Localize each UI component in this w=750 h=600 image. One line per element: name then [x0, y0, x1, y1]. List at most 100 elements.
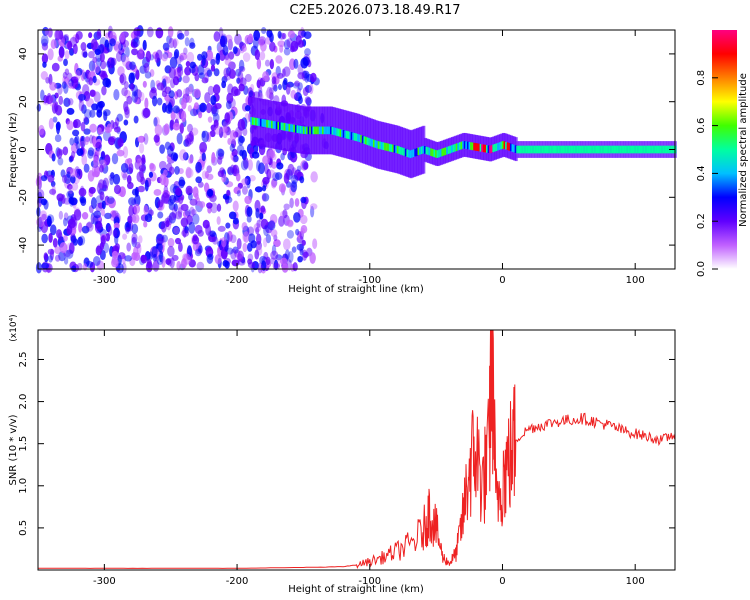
spectrogram-noise-cell — [310, 171, 318, 183]
spectrogram-ridge-core — [616, 145, 620, 154]
spectrogram-noise-cell — [163, 123, 170, 135]
spectrogram-ridge-core — [414, 148, 417, 157]
spectrogram-noise-cell — [151, 95, 158, 107]
spectrogram-noise-cell — [96, 28, 102, 36]
spectrogram-noise-cell — [299, 248, 304, 256]
spectrogram-noise-cell — [189, 108, 198, 117]
spectrogram-noise-cell — [287, 30, 296, 39]
spectrogram-x-tick-label: -200 — [226, 275, 249, 286]
spectrogram-noise-cell — [111, 250, 119, 259]
spectrogram-noise-cell — [61, 174, 67, 184]
spectrogram-noise-cell — [125, 46, 130, 58]
spectrogram-noise-cell — [259, 212, 264, 220]
spectrogram-noise-cell — [217, 225, 226, 232]
spectrogram-ridge-core — [594, 145, 597, 154]
spectrogram-x-tick-label: -300 — [93, 275, 116, 286]
spectrogram-ridge-core — [581, 145, 585, 154]
spectrogram-ridge-core — [446, 146, 449, 155]
spectrogram-noise-cell — [122, 146, 129, 159]
spectrogram-ridge-core — [342, 129, 346, 138]
spectrogram-noise-cell — [178, 242, 183, 253]
spectrogram-noise-cell — [242, 52, 251, 63]
spectrogram-noise-cell — [92, 56, 98, 63]
spectrogram-x-tick-label: 100 — [626, 275, 645, 286]
spectrogram-ridge-core — [264, 119, 268, 128]
spectrogram-noise-cell — [176, 89, 183, 98]
spectrogram-noise-cell — [79, 140, 86, 148]
spectrogram-noise-cell — [244, 105, 251, 112]
spectrogram-noise-cell — [108, 135, 117, 143]
spectrogram-ridge-core — [505, 141, 508, 150]
spectrogram-noise-cell — [83, 116, 89, 123]
spectrogram-noise-cell — [262, 155, 270, 165]
spectrogram-noise-cell — [89, 123, 97, 133]
spectrogram-ridge-core — [658, 145, 661, 154]
spectrogram-noise-cell — [167, 26, 174, 38]
spectrogram-ridge-core — [463, 141, 467, 149]
spectrogram-noise-cell — [127, 215, 133, 224]
spectrogram-noise-cell — [287, 251, 294, 263]
spectrogram-ridge-core — [576, 145, 580, 154]
spectrogram-noise-cell — [246, 215, 252, 223]
spectrogram-noise-cell — [54, 134, 62, 143]
spectrogram-noise-cell — [119, 32, 125, 43]
spectrogram-noise-cell — [124, 255, 133, 262]
spectrogram-noise-cell — [195, 161, 202, 173]
spectrogram-noise-cell — [36, 103, 41, 112]
spectrogram-noise-cell — [290, 40, 299, 52]
spectrogram-noise-cell — [191, 235, 200, 245]
spectrogram-y-ticks: -40 -20 0 20 40 — [18, 48, 675, 253]
spectrogram-noise-cell — [63, 217, 68, 227]
spectrogram-noise-cell — [185, 166, 192, 179]
spectrogram-ridge-core — [619, 145, 623, 154]
spectrogram-noise-cell — [43, 199, 49, 210]
spectrogram-noise-cell — [227, 138, 232, 145]
spectrogram-noise-cell — [257, 262, 263, 274]
spectrogram-ridge-core — [519, 145, 522, 154]
spectrogram-noise-cell — [270, 153, 277, 161]
spectrogram-noise-cell — [198, 245, 203, 254]
spectrogram-noise-cell — [207, 116, 213, 123]
spectrogram-ridge-core — [450, 145, 454, 153]
spectrogram-noise-cell — [235, 173, 241, 182]
spectrogram-noise-cell — [217, 148, 225, 157]
spectrogram-noise-cell — [301, 239, 306, 246]
spectrogram-ridge-core — [517, 145, 521, 154]
spectrogram-noise-cell — [295, 228, 300, 236]
spectrogram-ridge-core — [521, 145, 524, 154]
spectrogram-noise-cell — [161, 90, 168, 98]
spectrogram-noise-cell — [251, 151, 260, 159]
spectrogram-ridge-core — [326, 126, 330, 135]
spectrogram-ridge-core — [269, 120, 272, 129]
spectrogram-noise-cell — [43, 252, 48, 261]
spectrogram-noise-cell — [265, 89, 273, 99]
spectrogram-noise-cell — [248, 89, 254, 98]
spectrogram-ridge-core — [388, 143, 392, 152]
spectrogram-ridge-core — [498, 142, 502, 150]
spectrogram-y-tick-label: -40 — [18, 237, 29, 253]
spectrogram-noise-cell — [70, 235, 77, 244]
spectrogram-noise-cell — [291, 246, 297, 253]
snr-x-label: Height of straight line (km) — [288, 584, 424, 595]
spectrogram-noise-cell — [51, 62, 60, 72]
spectrogram-noise-cell — [81, 104, 87, 114]
spectrogram-noise-cell — [210, 58, 216, 66]
spectrogram-ridge-core — [611, 145, 615, 154]
spectrogram-ridge-core — [559, 145, 562, 154]
spectrogram-noise-cell — [81, 154, 88, 166]
spectrogram-noise-cell — [82, 51, 88, 58]
spectrogram-ridge-core — [608, 145, 612, 154]
spectrogram-noise-cell — [277, 84, 282, 91]
spectrogram-noise-cell — [210, 95, 217, 106]
spectrogram-noise-cell — [167, 257, 173, 267]
spectrogram-ridge-core — [476, 143, 479, 152]
spectrogram-noise-cell — [230, 138, 237, 149]
spectrogram-noise-cell — [62, 146, 69, 156]
spectrogram-noise-cell — [168, 37, 175, 49]
spectrogram-ridge-core — [336, 128, 339, 136]
colorbar-tick-label: 0.6 — [696, 118, 707, 134]
spectrogram-noise-cell — [159, 173, 167, 186]
spectrogram-noise-cell — [181, 229, 190, 237]
spectrogram-noise-cell — [238, 66, 246, 73]
spectrogram-noise-cell — [283, 39, 291, 50]
